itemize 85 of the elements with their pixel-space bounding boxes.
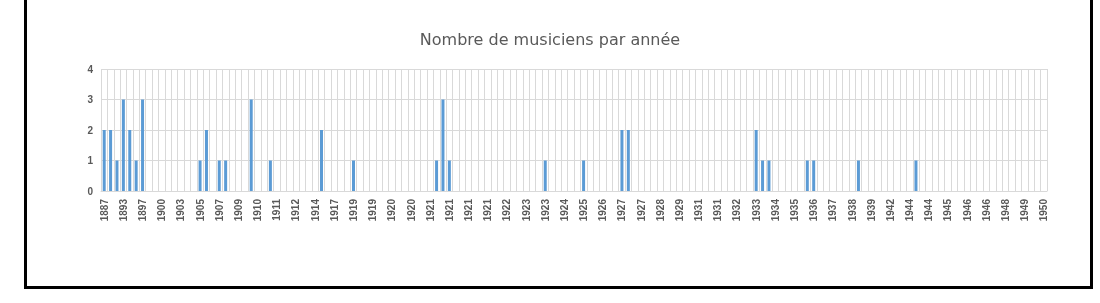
bar [204,130,208,191]
bar [268,160,272,191]
x-tick-label: 1931 [712,198,724,222]
bar [128,130,132,191]
x-tick-label: 1937 [827,198,839,222]
x-tick-label: 1939 [865,198,877,222]
bar [102,130,106,191]
x-tick-label: 1923 [539,198,551,222]
x-tick-label: 1907 [213,198,225,222]
bar [224,160,228,191]
bar [198,160,202,191]
bar [582,160,586,191]
x-tick-label: 1946 [961,198,973,222]
x-tick-label: 1949 [1019,198,1031,222]
y-tick-label: 4 [87,63,94,75]
x-tick-label: 1928 [654,198,666,222]
x-tick-label: 1948 [999,198,1011,222]
bar [914,160,918,191]
x-tick-label: 1935 [789,198,801,222]
x-tick-label: 1914 [309,198,321,222]
x-tick-label: 1897 [137,198,149,222]
x-tick-label: 1924 [558,198,570,222]
x-tick-label: 1934 [769,198,781,222]
x-tick-label: 1905 [194,198,206,222]
bar [767,160,771,191]
chart-title: Nombre de musiciens par année [419,29,681,49]
x-tick-label: 1921 [424,198,436,222]
x-tick-label: 1938 [846,198,858,222]
x-tick-label: 1923 [520,198,532,222]
bar [249,99,253,191]
x-tick-label: 1887 [98,198,110,222]
x-tick-label: 1921 [463,198,475,222]
y-tick-label: 3 [87,94,94,105]
bar [441,99,445,191]
x-tick-label: 1932 [731,198,743,222]
x-tick-label: 1903 [175,198,187,222]
x-tick-label: 1950 [1038,198,1050,222]
x-tick-label: 1900 [156,198,168,222]
x-tick-label: 1946 [980,198,992,222]
x-tick-label: 1945 [942,198,954,222]
x-tick-label: 1929 [673,198,685,222]
x-tick-label: 1944 [904,198,916,222]
bar [754,130,758,191]
bar [141,99,145,191]
x-tick-label: 1917 [328,198,340,222]
x-tick-label: 1912 [290,198,302,222]
x-tick-label: 1925 [578,198,590,222]
bar [134,160,138,191]
x-tick-label: 1911 [271,198,283,221]
x-tick-label: 1927 [616,198,628,222]
y-tick-label: 1 [87,155,94,166]
bar [320,130,324,191]
bar [115,160,119,191]
x-tick-label: 1922 [501,198,513,222]
x-tick-label: 1921 [443,198,455,222]
x-tick-label: 1927 [635,198,647,222]
x-tick-label: 1910 [252,198,264,222]
bar [121,99,125,191]
bar [761,160,765,191]
bar [435,160,439,191]
bar [447,160,451,191]
bar [217,160,221,191]
bar [805,160,809,191]
x-tick-label: 1942 [884,198,896,222]
bar [626,130,630,191]
x-tick-label: 1926 [597,198,609,222]
bar [109,130,113,191]
x-tick-label: 1933 [750,198,762,222]
bar [856,160,860,191]
x-tick-label: 1944 [923,198,935,222]
y-tick-label: 0 [87,185,94,197]
x-tick-label: 1920 [405,198,417,222]
x-tick-label: 1931 [693,198,705,222]
x-tick-label: 1919 [347,198,359,222]
x-tick-label: 1936 [808,198,820,222]
y-tick-label: 2 [87,124,94,136]
x-tick-label: 1893 [117,198,129,222]
bar [351,160,355,191]
x-tick-label: 1921 [482,198,494,222]
x-tick-label: 1919 [367,198,379,222]
bar [543,160,547,191]
bar [620,130,624,191]
x-tick-label: 1909 [232,198,244,222]
x-tick-label: 1920 [386,198,398,222]
bar [812,160,816,191]
